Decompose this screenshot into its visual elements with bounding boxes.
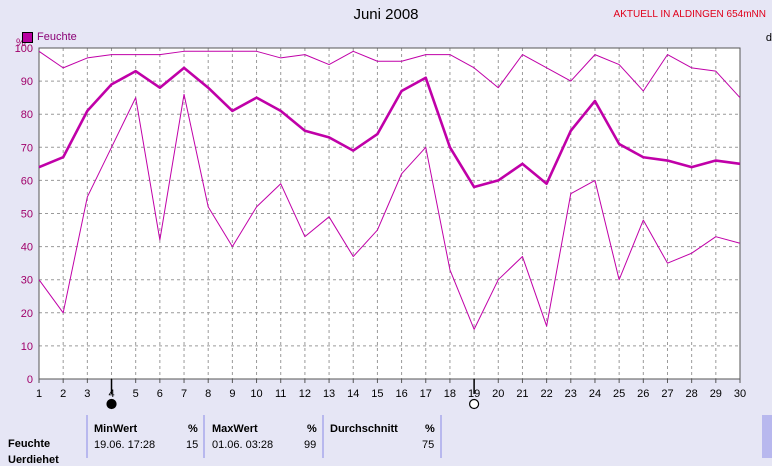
series-line-min [38,93,741,330]
x-tick-label: 25 [613,388,625,400]
location-status: AKTUELL IN ALDINGEN 654mNN [613,9,766,20]
x-tick-label: 8 [205,388,211,400]
series-line-mean [38,66,741,189]
max-cell [205,415,322,458]
max-unit: % [307,423,317,435]
x-tick-label: 29 [710,388,722,400]
x-tick-label: 6 [157,388,163,400]
y-tick-label: 40 [21,242,33,254]
x-tick-label: 13 [323,388,335,400]
x-tick-label: 14 [347,388,359,400]
y-tick-label: 20 [21,308,33,320]
row-label: Feuchte [8,438,51,450]
x-tick-label: 23 [565,388,577,400]
row-label-cell [0,415,86,458]
avg-header: Durchschnitt [330,423,398,435]
x-tick-label: 28 [686,388,698,400]
max-header: MaxWert [212,423,258,435]
chart-title: Juni 2008 [353,6,419,23]
legend-label: Feuchte [37,31,77,43]
x-tick-label: 1 [36,388,42,400]
new-moon-icon [106,398,117,410]
y-tick-label: 30 [21,275,33,287]
x-tick-label: 30 [734,388,746,400]
y-tick-label: 10 [21,341,33,353]
min-header: MinWert [94,423,138,435]
x-tick-label: 21 [516,388,528,400]
x-tick-label: 5 [133,388,139,400]
avg-value: 75 [422,439,435,451]
x-tick-label: 11 [275,388,286,400]
x-tick-label: 2 [60,388,66,400]
x-tick-label: 22 [540,388,552,400]
min-cell [88,415,203,458]
max-time: 01.06. 03:28 [212,439,274,451]
y-axis-unit: % [16,37,26,49]
series-line-max [38,50,741,98]
y-tick-label: 60 [21,175,33,187]
y-tick-label: 100 [15,43,33,55]
legend-swatch [22,31,33,43]
min-unit: % [188,423,198,435]
x-tick-label: 17 [420,388,432,400]
stats-table: Feuchte Uerdiehet MinWert % 19.06. 17:28… [0,415,772,466]
x-tick-label: 7 [181,388,187,400]
y-tick-label: 0 [27,374,33,386]
x-tick-label: 16 [395,388,407,400]
y-tick-label: 70 [21,142,33,154]
x-tick-label: 26 [637,388,649,400]
x-tick-label: 15 [371,388,383,400]
x-tick-label: 3 [84,388,90,400]
x-tick-label: 9 [229,388,235,400]
empty-cell [442,415,762,458]
min-time: 19.06. 17:28 [94,439,156,451]
max-value: 99 [304,439,317,451]
row-label-2: Uerdiehet [8,454,59,466]
min-value: 15 [186,439,199,451]
avg-cell [324,415,440,458]
y-tick-label: 50 [21,209,33,221]
x-tick-label: 24 [589,388,601,400]
legend: Feuchte [22,31,77,43]
full-moon-icon [469,398,480,410]
y-tick-label: 80 [21,109,33,121]
y-tick-label: 90 [21,76,33,88]
x-tick-label: 10 [250,388,262,400]
avg-unit: % [425,423,435,435]
plot-frame [38,47,741,380]
x-tick-label: 12 [299,388,311,400]
humidity-chart: 0102030405060708090100%12345678910111213… [15,37,746,410]
edge-fragment: d [765,32,772,44]
x-tick-label: 27 [661,388,673,400]
x-tick-label: 18 [444,388,456,400]
x-tick-label: 20 [492,388,504,400]
